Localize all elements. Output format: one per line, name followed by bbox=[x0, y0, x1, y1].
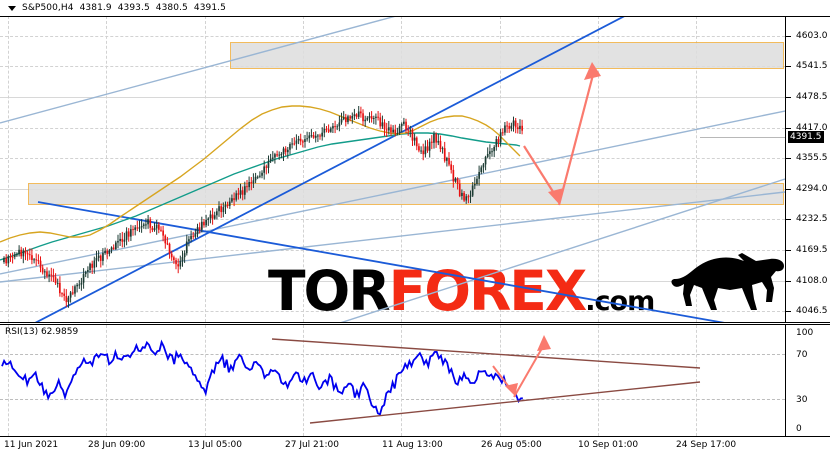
ohlc-close: 4391.5 bbox=[193, 3, 226, 13]
price-tick: 4294.0 bbox=[796, 184, 828, 194]
ohlc-open: 4381.9 bbox=[79, 3, 112, 13]
channel-lines bbox=[0, 16, 785, 322]
rsi-tick: 100 bbox=[796, 328, 814, 338]
gridline-v bbox=[500, 16, 501, 322]
price-tick: 4169.5 bbox=[796, 245, 828, 255]
price-tick: 4046.5 bbox=[796, 306, 828, 316]
gridline-h bbox=[0, 311, 785, 312]
gridline-v bbox=[8, 16, 9, 322]
gridline-h bbox=[0, 158, 785, 159]
rsi-panel[interactable]: RSI(13) 62.9859 100 70 30 0 bbox=[0, 324, 830, 437]
ohlc-high: 4393.5 bbox=[117, 3, 150, 13]
gridline-h bbox=[0, 36, 785, 37]
time-tick: 26 Aug 05:00 bbox=[481, 440, 542, 450]
gridline-v bbox=[401, 16, 402, 322]
forecast-arrows bbox=[523, 62, 601, 206]
price-tick: 4478.5 bbox=[796, 92, 828, 102]
current-price-badge: 4391.5 bbox=[788, 131, 824, 143]
gridline-h bbox=[0, 281, 785, 282]
price-axis[interactable]: 4603.0 4541.5 4478.5 4417.0 4355.5 4294.… bbox=[785, 16, 830, 322]
price-tick: 4108.0 bbox=[796, 276, 828, 286]
time-tick: 28 Jun 09:00 bbox=[88, 440, 146, 450]
rsi-axis[interactable]: 100 70 30 0 bbox=[785, 325, 830, 436]
price-plot-area[interactable]: TOR FOREX .com bbox=[0, 16, 785, 322]
chart-header: S&P500,H4 4381.9 4393.5 4380.5 4391.5 bbox=[0, 0, 830, 17]
price-tick: 4603.0 bbox=[796, 31, 828, 41]
price-tick: 4232.5 bbox=[796, 214, 828, 224]
time-tick: 11 Aug 13:00 bbox=[382, 440, 443, 450]
rsi-tick: 70 bbox=[796, 350, 808, 360]
time-tick: 27 Jul 21:00 bbox=[285, 440, 339, 450]
trend-lines bbox=[34, 16, 725, 322]
rsi-line bbox=[1, 339, 523, 416]
rsi-forecast-arrows bbox=[492, 335, 551, 398]
gridline-v bbox=[303, 16, 304, 322]
gridline-v bbox=[205, 16, 206, 322]
time-tick: 13 Jul 05:00 bbox=[188, 440, 242, 450]
gridline-h bbox=[0, 128, 785, 129]
symbol-label: S&P500,H4 bbox=[22, 3, 74, 13]
price-tick: 4417.0 bbox=[796, 123, 828, 133]
price-tick: 4355.5 bbox=[796, 153, 828, 163]
candlestick-series bbox=[3, 106, 523, 308]
rsi-level-70 bbox=[0, 354, 785, 355]
time-tick: 11 Jun 2021 bbox=[4, 440, 59, 450]
ma-slow-line bbox=[0, 105, 521, 243]
price-tick: 4541.5 bbox=[796, 61, 828, 71]
time-axis[interactable]: 11 Jun 2021 28 Jun 09:00 13 Jul 05:00 27… bbox=[0, 437, 830, 456]
time-tick: 24 Sep 17:00 bbox=[676, 440, 737, 450]
rsi-wedge-lines bbox=[271, 338, 701, 424]
gridline-v bbox=[106, 16, 107, 322]
rsi-tick: 30 bbox=[796, 395, 808, 405]
rsi-label: RSI(13) 62.9859 bbox=[5, 327, 79, 337]
time-tick: 10 Sep 01:00 bbox=[578, 440, 639, 450]
ohlc-low: 4380.5 bbox=[155, 3, 188, 13]
ma-fast-line bbox=[0, 132, 521, 261]
gridline-v bbox=[696, 325, 697, 436]
chevron-down-icon[interactable] bbox=[8, 5, 16, 11]
gridline-v bbox=[401, 325, 402, 436]
rsi-tick: 0 bbox=[796, 424, 802, 434]
gridline-h bbox=[0, 219, 785, 220]
gridline-v bbox=[8, 325, 9, 436]
gridline-v bbox=[205, 325, 206, 436]
rsi-level-30 bbox=[0, 399, 785, 400]
support-zone bbox=[28, 183, 784, 205]
price-panel[interactable]: TOR FOREX .com 4603.0 4541.5 4478.5 4417… bbox=[0, 16, 830, 323]
gridline-h bbox=[0, 250, 785, 251]
current-price-line bbox=[700, 137, 785, 138]
gridline-v bbox=[696, 16, 697, 322]
gridline-v bbox=[598, 325, 599, 436]
gridline-h bbox=[0, 97, 785, 98]
resistance-zone bbox=[230, 42, 784, 69]
rsi-vector-layer bbox=[1, 335, 701, 424]
gridline-v bbox=[598, 16, 599, 322]
price-vector-layer bbox=[0, 16, 785, 322]
gridline-v bbox=[106, 325, 107, 436]
rsi-plot-area[interactable]: RSI(13) 62.9859 bbox=[0, 325, 785, 436]
